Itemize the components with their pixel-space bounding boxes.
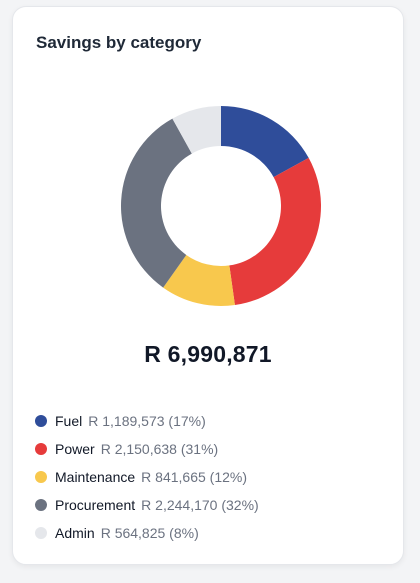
legend-item-maintenance: Maintenance R 841,665 (12%) xyxy=(35,463,259,491)
savings-card: Savings by category R 6,990,871 Fuel R 1… xyxy=(12,6,404,565)
legend-value: R 841,665 (12%) xyxy=(141,469,248,485)
legend-name: Admin xyxy=(55,525,95,541)
donut-slice-power[interactable] xyxy=(229,157,322,306)
chart-legend: Fuel R 1,189,573 (17%) Power R 2,150,638… xyxy=(35,407,259,547)
legend-value: R 564,825 (8%) xyxy=(100,525,199,541)
donut-slice-admin[interactable] xyxy=(172,106,221,154)
legend-name: Fuel xyxy=(55,413,83,429)
legend-swatch-power xyxy=(35,443,47,455)
legend-swatch-admin xyxy=(35,527,47,539)
legend-value: R 2,150,638 (31%) xyxy=(100,441,219,457)
donut-slice-fuel[interactable] xyxy=(221,106,309,178)
legend-name: Procurement xyxy=(55,497,136,513)
legend-item-procurement: Procurement R 2,244,170 (32%) xyxy=(35,491,259,519)
legend-swatch-fuel xyxy=(35,415,47,427)
donut-chart xyxy=(121,106,322,306)
legend-item-power: Power R 2,150,638 (31%) xyxy=(35,435,259,463)
legend-item-fuel: Fuel R 1,189,573 (17%) xyxy=(35,407,259,435)
legend-swatch-maintenance xyxy=(35,471,47,483)
legend-item-admin: Admin R 564,825 (8%) xyxy=(35,519,259,547)
legend-value: R 2,244,170 (32%) xyxy=(141,497,259,513)
legend-swatch-procurement xyxy=(35,499,47,511)
legend-name: Power xyxy=(55,441,95,457)
donut-slice-maintenance[interactable] xyxy=(163,254,235,306)
total-savings: R 6,990,871 xyxy=(144,341,272,367)
donut-slice-procurement[interactable] xyxy=(121,118,192,288)
card-title: Savings by category xyxy=(36,33,202,52)
legend-name: Maintenance xyxy=(55,469,136,485)
legend-value: R 1,189,573 (17%) xyxy=(88,413,206,429)
